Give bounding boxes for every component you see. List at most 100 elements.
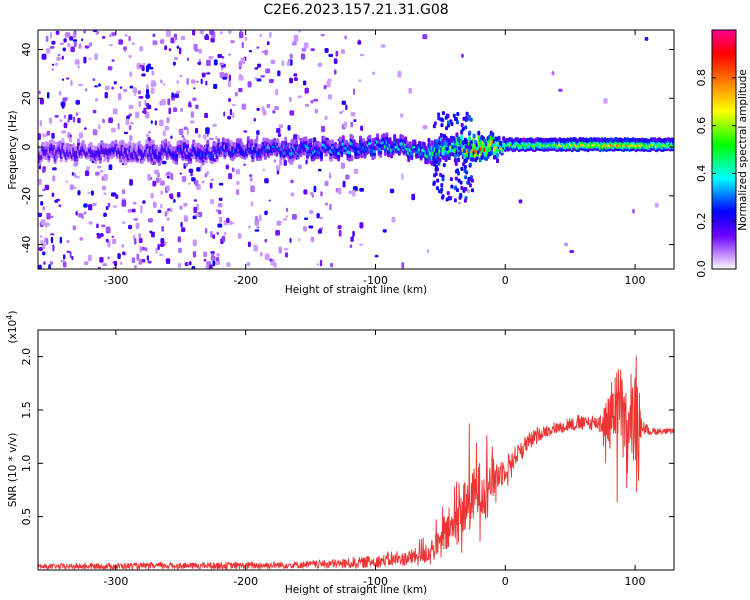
- heatmap-noise-cell: [111, 235, 115, 238]
- heatmap-noise-cell: [108, 164, 113, 171]
- heatmap-noise-cell: [73, 40, 77, 48]
- heatmap-noise-cell: [340, 162, 345, 169]
- heatmap-noise-cell: [201, 73, 206, 78]
- heatmap-noise-cell: [215, 135, 218, 140]
- heatmap-noise-cell: [38, 212, 43, 217]
- heatmap-noise-cell: [176, 80, 180, 84]
- heatmap-streak-cell: [442, 133, 446, 138]
- heatmap-noise-cell: [72, 34, 77, 39]
- heatmap-noise-cell: [40, 201, 44, 206]
- snr-panel: -300 -200 -100 0 100 0.5 1.0 1.5 2.0 Height of …: [5, 311, 675, 596]
- heatmap-noise-cell: [204, 112, 209, 119]
- heatmap-noise-cell: [276, 165, 281, 171]
- heatmap-noise-cell: [247, 241, 251, 248]
- heatmap-noise-cell: [374, 254, 379, 258]
- heatmap-noise-cell: [142, 200, 146, 204]
- heatmap-band-cell: [295, 139, 299, 145]
- heatmap-noise-cell: [179, 74, 183, 78]
- heatmap-band-cell: [186, 139, 190, 145]
- heatmap-band-cell: [221, 137, 225, 143]
- heatmap-streak-cell: [450, 184, 454, 189]
- heatmap-noise-cell: [132, 87, 138, 94]
- heatmap-band-cell: [299, 152, 303, 157]
- heatmap-noise-cell: [408, 87, 413, 94]
- heatmap-noise-cell: [141, 73, 146, 77]
- heatmap-noise-cell: [59, 42, 65, 46]
- heatmap-noise-cell: [99, 170, 104, 173]
- heatmap-noise-cell: [324, 48, 329, 53]
- heatmap-noise-cell: [310, 236, 315, 243]
- heatmap-streak-cell: [467, 116, 471, 121]
- heatmap-noise-cell: [211, 253, 215, 258]
- heatmap-noise-cell: [283, 248, 289, 251]
- heatmap-noise-cell: [294, 77, 298, 81]
- heatmap-noise-cell: [157, 243, 160, 251]
- heatmap-noise-cell: [77, 65, 80, 69]
- heatmap-noise-cell: [157, 209, 162, 214]
- heatmap-noise-cell: [128, 35, 131, 42]
- heatmap-noise-cell: [38, 133, 41, 140]
- heatmap-streak-cell: [454, 176, 458, 181]
- heatmap-noise-cell: [166, 185, 170, 192]
- heatmap-noise-cell: [253, 244, 258, 252]
- heatmap-noise-cell: [278, 246, 282, 254]
- heatmap-noise-cell: [71, 171, 74, 176]
- heatmap-noise-cell: [122, 189, 126, 195]
- heatmap-band-cell: [477, 130, 481, 136]
- heatmap-noise-cell: [50, 215, 54, 218]
- heatmap-noise-cell: [111, 86, 114, 90]
- heatmap-streak-cell: [445, 146, 449, 151]
- heatmap-noise-cell: [138, 259, 143, 265]
- heatmap-noise-cell: [239, 73, 242, 77]
- heatmap-noise-cell: [144, 247, 148, 252]
- heatmap-noise-cell: [62, 47, 66, 52]
- heatmap-noise-cell: [129, 135, 133, 141]
- y-tick-label: -20: [20, 187, 33, 205]
- heatmap-noise-cell: [192, 251, 197, 258]
- heatmap-band-cell: [418, 140, 422, 146]
- heatmap-streak-cell: [464, 125, 468, 130]
- heatmap-noise-cell: [400, 113, 404, 118]
- heatmap-noise-cell: [49, 45, 55, 49]
- heatmap-noise-cell: [279, 158, 283, 166]
- heatmap-noise-cell: [54, 115, 59, 118]
- heatmap-noise-cell: [145, 94, 150, 99]
- heatmap-noise-cell: [67, 43, 71, 48]
- heatmap-noise-cell: [81, 214, 84, 219]
- heatmap-noise-cell: [569, 250, 575, 253]
- heatmap-noise-cell: [244, 36, 248, 41]
- heatmap-noise-cell: [125, 118, 130, 126]
- heatmap-noise-cell: [310, 191, 314, 196]
- heatmap-noise-cell: [237, 232, 242, 239]
- heatmap-noise-cell: [235, 169, 241, 175]
- heatmap-noise-cell: [426, 249, 429, 254]
- heatmap-noise-cell: [238, 61, 243, 68]
- heatmap-noise-cell: [216, 253, 220, 257]
- heatmap-band-cell: [75, 156, 79, 162]
- heatmap-streak-cell: [464, 144, 468, 149]
- heatmap-noise-cell: [286, 61, 291, 67]
- heatmap-noise-cell: [108, 44, 113, 47]
- heatmap-noise-cell: [121, 199, 127, 207]
- heatmap-noise-cell: [316, 213, 320, 219]
- heatmap-band-cell: [159, 158, 163, 164]
- heatmap-noise-cell: [78, 43, 82, 49]
- x-tick-label: -200: [233, 575, 258, 588]
- heatmap-noise-cell: [320, 191, 323, 197]
- heatmap-noise-cell: [144, 99, 147, 106]
- heatmap-noise-cell: [164, 125, 170, 131]
- heatmap-noise-cell: [136, 253, 140, 261]
- heatmap-noise-cell: [222, 76, 228, 80]
- heatmap-noise-cell: [317, 62, 323, 67]
- heatmap-band-cell: [438, 157, 442, 163]
- heatmap-band-cell: [76, 138, 80, 144]
- heatmap-noise-cell: [94, 97, 99, 102]
- heatmap-streak-cell: [437, 112, 441, 117]
- heatmap-noise-cell: [55, 30, 60, 35]
- heatmap-noise-cell: [644, 36, 649, 41]
- heatmap-noise-cell: [159, 177, 162, 184]
- heatmap-noise-cell: [131, 42, 135, 46]
- heatmap-noise-cell: [87, 191, 91, 194]
- heatmap-noise-cell: [190, 111, 195, 118]
- heatmap-noise-cell: [74, 59, 80, 65]
